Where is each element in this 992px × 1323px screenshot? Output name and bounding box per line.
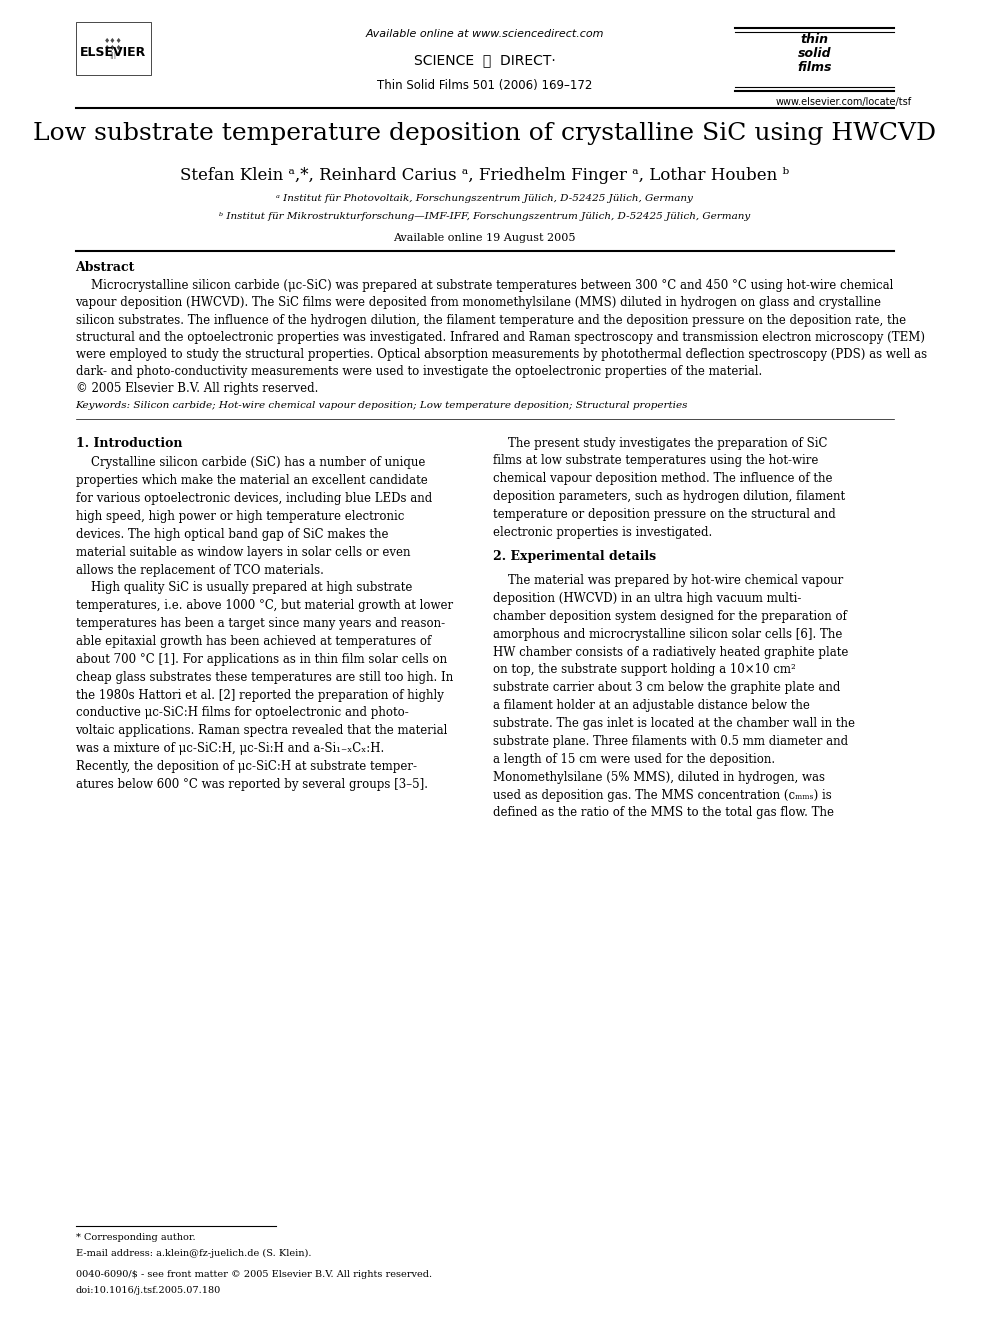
- Text: cheap glass substrates these temperatures are still too high. In: cheap glass substrates these temperature…: [75, 671, 452, 684]
- Text: Stefan Klein ᵃ,*, Reinhard Carius ᵃ, Friedhelm Finger ᵃ, Lothar Houben ᵇ: Stefan Klein ᵃ,*, Reinhard Carius ᵃ, Fri…: [180, 167, 790, 184]
- Text: voltaic applications. Raman spectra revealed that the material: voltaic applications. Raman spectra reve…: [75, 724, 447, 737]
- Text: conductive μc-SiC:H films for optoelectronic and photo-: conductive μc-SiC:H films for optoelectr…: [75, 706, 409, 720]
- Text: used as deposition gas. The MMS concentration (cₘₘₛ) is: used as deposition gas. The MMS concentr…: [493, 789, 831, 802]
- Text: was a mixture of μc-SiC:H, μc-Si:H and a-Si₁₋ₓCₓ:H.: was a mixture of μc-SiC:H, μc-Si:H and a…: [75, 742, 384, 755]
- Text: substrate plane. Three filaments with 0.5 mm diameter and: substrate plane. Three filaments with 0.…: [493, 734, 848, 747]
- Text: Low substrate temperature deposition of crystalline SiC using HWCVD: Low substrate temperature deposition of …: [33, 122, 936, 144]
- Text: HW chamber consists of a radiatively heated graphite plate: HW chamber consists of a radiatively hea…: [493, 646, 848, 659]
- Text: substrate carrier about 3 cm below the graphite plate and: substrate carrier about 3 cm below the g…: [493, 681, 840, 695]
- Text: material suitable as window layers in solar cells or even: material suitable as window layers in so…: [75, 545, 410, 558]
- Text: High quality SiC is usually prepared at high substrate: High quality SiC is usually prepared at …: [75, 581, 412, 594]
- Text: defined as the ratio of the MMS to the total gas flow. The: defined as the ratio of the MMS to the t…: [493, 806, 834, 819]
- Text: ♦♦♦
♦♦♦
|||: ♦♦♦ ♦♦♦ |||: [104, 38, 122, 60]
- Text: temperature or deposition pressure on the structural and: temperature or deposition pressure on th…: [493, 508, 835, 521]
- Text: Available online at www.sciencedirect.com: Available online at www.sciencedirect.co…: [365, 29, 604, 40]
- Text: the 1980s Hattori et al. [2] reported the preparation of highly: the 1980s Hattori et al. [2] reported th…: [75, 688, 443, 701]
- Text: about 700 °C [1]. For applications as in thin film solar cells on: about 700 °C [1]. For applications as in…: [75, 652, 446, 665]
- Text: 1. Introduction: 1. Introduction: [75, 437, 182, 450]
- Text: for various optoelectronic devices, including blue LEDs and: for various optoelectronic devices, incl…: [75, 492, 432, 505]
- Text: SCIENCE  ⓓ  DIRECT·: SCIENCE ⓓ DIRECT·: [414, 53, 556, 67]
- Text: vapour deposition (HWCVD). The SiC films were deposited from monomethylsilane (M: vapour deposition (HWCVD). The SiC films…: [75, 296, 882, 310]
- Text: high speed, high power or high temperature electronic: high speed, high power or high temperatu…: [75, 509, 404, 523]
- Text: able epitaxial growth has been achieved at temperatures of: able epitaxial growth has been achieved …: [75, 635, 431, 648]
- Text: were employed to study the structural properties. Optical absorption measurement: were employed to study the structural pr…: [75, 348, 927, 361]
- Text: atures below 600 °C was reported by several groups [3–5].: atures below 600 °C was reported by seve…: [75, 778, 428, 791]
- Text: structural and the optoelectronic properties was investigated. Infrared and Rama: structural and the optoelectronic proper…: [75, 331, 925, 344]
- Text: ᵇ Institut für Mikrostrukturforschung—IMF-IFF, Forschungszentrum Jülich, D-52425: ᵇ Institut für Mikrostrukturforschung—IM…: [219, 212, 750, 221]
- Text: * Corresponding author.: * Corresponding author.: [75, 1233, 195, 1242]
- Text: on top, the substrate support holding a 10×10 cm²: on top, the substrate support holding a …: [493, 663, 796, 676]
- Text: dark- and photo-conductivity measurements were used to investigate the optoelect: dark- and photo-conductivity measurement…: [75, 365, 762, 378]
- Text: Recently, the deposition of μc-SiC:H at substrate temper-: Recently, the deposition of μc-SiC:H at …: [75, 759, 417, 773]
- Text: ELSEVIER: ELSEVIER: [80, 46, 146, 60]
- Text: devices. The high optical band gap of SiC makes the: devices. The high optical band gap of Si…: [75, 528, 388, 541]
- Text: deposition (HWCVD) in an ultra high vacuum multi-: deposition (HWCVD) in an ultra high vacu…: [493, 591, 802, 605]
- Text: Available online 19 August 2005: Available online 19 August 2005: [393, 233, 575, 243]
- Text: allows the replacement of TCO materials.: allows the replacement of TCO materials.: [75, 564, 323, 577]
- Text: ᵃ Institut für Photovoltaik, Forschungszentrum Jülich, D-52425 Jülich, Germany: ᵃ Institut für Photovoltaik, Forschungsz…: [276, 194, 693, 204]
- Text: films at low substrate temperatures using the hot-wire: films at low substrate temperatures usin…: [493, 454, 818, 467]
- Text: www.elsevier.com/locate/tsf: www.elsevier.com/locate/tsf: [776, 97, 912, 107]
- Text: The present study investigates the preparation of SiC: The present study investigates the prepa…: [493, 437, 827, 450]
- Text: chemical vapour deposition method. The influence of the: chemical vapour deposition method. The i…: [493, 472, 832, 486]
- Text: Abstract: Abstract: [75, 261, 135, 274]
- Text: thin
solid
films: thin solid films: [798, 33, 831, 74]
- Text: temperatures, i.e. above 1000 °C, but material growth at lower: temperatures, i.e. above 1000 °C, but ma…: [75, 599, 452, 613]
- Text: 2. Experimental details: 2. Experimental details: [493, 550, 656, 564]
- Text: Keywords: Silicon carbide; Hot-wire chemical vapour deposition; Low temperature : Keywords: Silicon carbide; Hot-wire chem…: [75, 401, 688, 410]
- Text: Monomethylsilane (5% MMS), diluted in hydrogen, was: Monomethylsilane (5% MMS), diluted in hy…: [493, 770, 825, 783]
- Text: Thin Solid Films 501 (2006) 169–172: Thin Solid Films 501 (2006) 169–172: [377, 79, 592, 93]
- Text: silicon substrates. The influence of the hydrogen dilution, the filament tempera: silicon substrates. The influence of the…: [75, 314, 906, 327]
- Text: a filament holder at an adjustable distance below the: a filament holder at an adjustable dista…: [493, 699, 809, 712]
- Text: amorphous and microcrystalline silicon solar cells [6]. The: amorphous and microcrystalline silicon s…: [493, 627, 842, 640]
- Text: deposition parameters, such as hydrogen dilution, filament: deposition parameters, such as hydrogen …: [493, 490, 845, 503]
- Text: The material was prepared by hot-wire chemical vapour: The material was prepared by hot-wire ch…: [493, 574, 843, 587]
- Text: Crystalline silicon carbide (SiC) has a number of unique: Crystalline silicon carbide (SiC) has a …: [75, 456, 425, 470]
- Bar: [75, 22, 151, 75]
- Text: a length of 15 cm were used for the deposition.: a length of 15 cm were used for the depo…: [493, 753, 775, 766]
- Text: doi:10.1016/j.tsf.2005.07.180: doi:10.1016/j.tsf.2005.07.180: [75, 1286, 221, 1295]
- Text: substrate. The gas inlet is located at the chamber wall in the: substrate. The gas inlet is located at t…: [493, 717, 855, 730]
- Text: 0040-6090/$ - see front matter © 2005 Elsevier B.V. All rights reserved.: 0040-6090/$ - see front matter © 2005 El…: [75, 1270, 432, 1279]
- Text: electronic properties is investigated.: electronic properties is investigated.: [493, 525, 712, 538]
- Text: Microcrystalline silicon carbide (μc-SiC) was prepared at substrate temperatures: Microcrystalline silicon carbide (μc-SiC…: [75, 279, 893, 292]
- Text: E-mail address: a.klein@fz-juelich.de (S. Klein).: E-mail address: a.klein@fz-juelich.de (S…: [75, 1249, 311, 1258]
- Text: chamber deposition system designed for the preparation of: chamber deposition system designed for t…: [493, 610, 847, 623]
- Text: © 2005 Elsevier B.V. All rights reserved.: © 2005 Elsevier B.V. All rights reserved…: [75, 382, 317, 396]
- Text: temperatures has been a target since many years and reason-: temperatures has been a target since man…: [75, 617, 444, 630]
- Text: properties which make the material an excellent candidate: properties which make the material an ex…: [75, 474, 428, 487]
